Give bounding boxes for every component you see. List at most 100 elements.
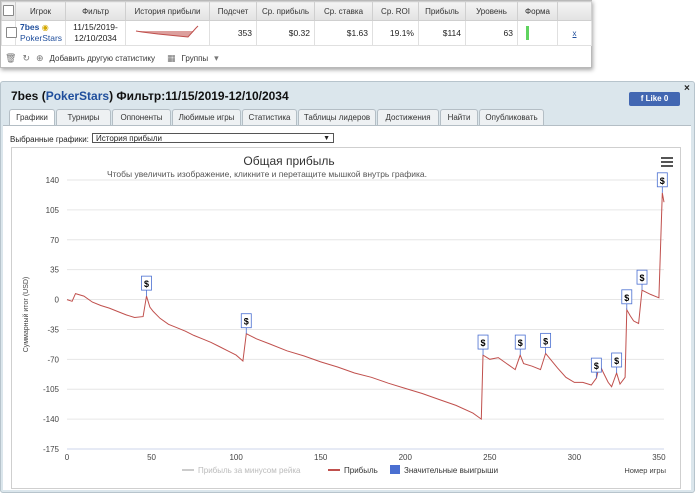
- tab-favorite-games[interactable]: Любимые игры: [172, 109, 241, 125]
- like-label: Like 0: [645, 94, 669, 103]
- tab-statistics[interactable]: Статистика: [242, 109, 297, 125]
- flag-label: $: [594, 361, 599, 371]
- column-header-avg-stake[interactable]: Ср. ставка: [314, 1, 373, 21]
- big-win-flag[interactable]: $: [636, 269, 648, 291]
- add-stat-button[interactable]: Добавить другую статистику: [49, 53, 155, 63]
- big-win-flag[interactable]: $: [514, 334, 526, 356]
- level-cell: 63: [465, 20, 518, 46]
- remove-cell: x: [557, 20, 592, 46]
- medal-icon: ◉: [41, 23, 49, 32]
- form-bar: [526, 26, 529, 40]
- room-link[interactable]: PokerStars: [20, 33, 63, 43]
- tab-leaderboards[interactable]: Таблицы лидеров: [298, 109, 376, 125]
- groups-icon: ▦: [166, 52, 176, 63]
- column-header-avg-roi[interactable]: Ср. ROI: [372, 1, 419, 21]
- player-cell: 7bes ◉ PokerStars: [15, 20, 66, 46]
- flag-box: [477, 334, 489, 350]
- flag-box: [540, 332, 552, 348]
- column-header-profit[interactable]: Прибыль: [418, 1, 466, 21]
- legend-swatch: [390, 465, 400, 474]
- big-win-flag[interactable]: $: [240, 313, 252, 334]
- count-cell: 353: [209, 20, 257, 46]
- y-tick-label: 70: [50, 236, 59, 245]
- y-tick-label: 35: [50, 266, 59, 275]
- column-header-filter[interactable]: Фильтр: [65, 1, 126, 21]
- big-win-flag[interactable]: $: [611, 352, 623, 373]
- like-button[interactable]: f Like 0: [629, 92, 680, 106]
- column-header-player[interactable]: Игрок: [15, 1, 66, 21]
- row-checkbox[interactable]: [1, 20, 17, 46]
- x-tick-label: 250: [483, 453, 497, 462]
- y-tick-label: -70: [47, 355, 59, 364]
- column-header-history[interactable]: История прибыли: [125, 1, 210, 21]
- flag-label: $: [614, 356, 619, 366]
- y-tick-label: -35: [47, 325, 59, 334]
- flag-label: $: [481, 338, 486, 348]
- column-header-avg-profit[interactable]: Ср. прибыль: [256, 1, 315, 21]
- chart-title: Общая прибыль: [243, 154, 334, 168]
- tab-publish[interactable]: Опубликовать: [479, 109, 544, 125]
- flag-label: $: [144, 279, 149, 289]
- filter-cell: 11/15/2019- 12/10/2034: [65, 20, 126, 46]
- flag-label: $: [244, 317, 249, 327]
- big-win-flag[interactable]: $: [621, 289, 633, 310]
- legend-item-rake[interactable]: Прибыль за минусом рейка: [182, 466, 301, 475]
- x-tick-label: 100: [229, 453, 243, 462]
- tab-opponents[interactable]: Оппоненты: [112, 109, 171, 125]
- groups-button[interactable]: Группы: [181, 53, 209, 63]
- big-win-flag[interactable]: $: [540, 332, 552, 354]
- facebook-icon: f: [640, 94, 644, 103]
- legend-item-profit[interactable]: Прибыль: [328, 466, 378, 475]
- y-tick-label: 140: [46, 176, 60, 185]
- title-filter: Фильтр:11/15/2019-12/10/2034: [116, 89, 289, 103]
- select-all-checkbox[interactable]: [1, 1, 16, 21]
- stats-footer: 🗑 ↻ ⊕ Добавить другую статистику ▦ Групп…: [5, 51, 219, 65]
- flag-box: [636, 269, 648, 285]
- tab-charts[interactable]: Графики: [9, 109, 55, 126]
- column-header-count[interactable]: Подсчет: [209, 1, 257, 21]
- legend-label: Прибыль за минусом рейка: [198, 466, 301, 475]
- big-win-flag[interactable]: $: [141, 275, 152, 297]
- tab-achievements[interactable]: Достижения: [377, 109, 439, 125]
- chart-svg[interactable]: Общая прибыль Чтобы увеличить изображени…: [12, 148, 680, 488]
- menu-icon[interactable]: [661, 157, 673, 167]
- tab-search[interactable]: Найти: [440, 109, 478, 125]
- legend-item-big-wins[interactable]: Значительные выигрыши: [390, 465, 498, 475]
- x-tick-label: 350: [652, 453, 666, 462]
- avg-profit-cell: $0.32: [256, 20, 315, 46]
- remove-row-link[interactable]: x: [572, 29, 577, 38]
- big-win-flag[interactable]: $: [590, 357, 602, 379]
- flag-box: [590, 357, 602, 373]
- x-tick-label: 200: [399, 453, 413, 462]
- chevron-down-icon: ▼: [323, 135, 330, 142]
- table-row: 7bes ◉ PokerStars 11/15/2019- 12/10/2034…: [1, 20, 592, 46]
- tab-tournaments[interactable]: Турниры: [56, 109, 111, 125]
- legend-label: Прибыль: [344, 466, 378, 475]
- flag-label: $: [624, 293, 629, 303]
- graph-select[interactable]: История прибыли ▼: [92, 133, 334, 143]
- title-room-link[interactable]: PokerStars: [45, 89, 110, 103]
- profit-history-sparkline[interactable]: [125, 20, 210, 46]
- profit-chart[interactable]: Общая прибыль Чтобы увеличить изображени…: [11, 147, 681, 489]
- player-link[interactable]: 7bes: [20, 22, 40, 32]
- trash-icon[interactable]: 🗑: [5, 52, 17, 63]
- column-header-level[interactable]: Уровень: [465, 1, 518, 21]
- avg-stake-cell: $1.63: [314, 20, 373, 46]
- chart-subtitle: Чтобы увеличить изображение, кликните и …: [107, 169, 427, 179]
- big-win-flag[interactable]: $: [477, 334, 489, 356]
- sparkline-icon: [135, 25, 199, 38]
- column-header-form[interactable]: Форма: [517, 1, 558, 21]
- close-icon[interactable]: ×: [684, 83, 690, 94]
- profit-series-line: [66, 192, 665, 421]
- big-win-flag[interactable]: $: [656, 172, 668, 193]
- flag-label: $: [543, 336, 548, 346]
- column-header-remove: [557, 1, 592, 21]
- x-tick-label: 150: [314, 453, 328, 462]
- refresh-icon[interactable]: ↻: [22, 52, 30, 63]
- flag-box: [611, 352, 623, 368]
- chevron-down-icon[interactable]: ▾: [214, 52, 219, 63]
- flag-box: [621, 289, 633, 305]
- flag-box: [656, 172, 668, 188]
- title-player: 7bes: [11, 89, 39, 103]
- player-panel: 7bes (PokerStars) Фильтр:11/15/2019-12/1…: [0, 81, 695, 493]
